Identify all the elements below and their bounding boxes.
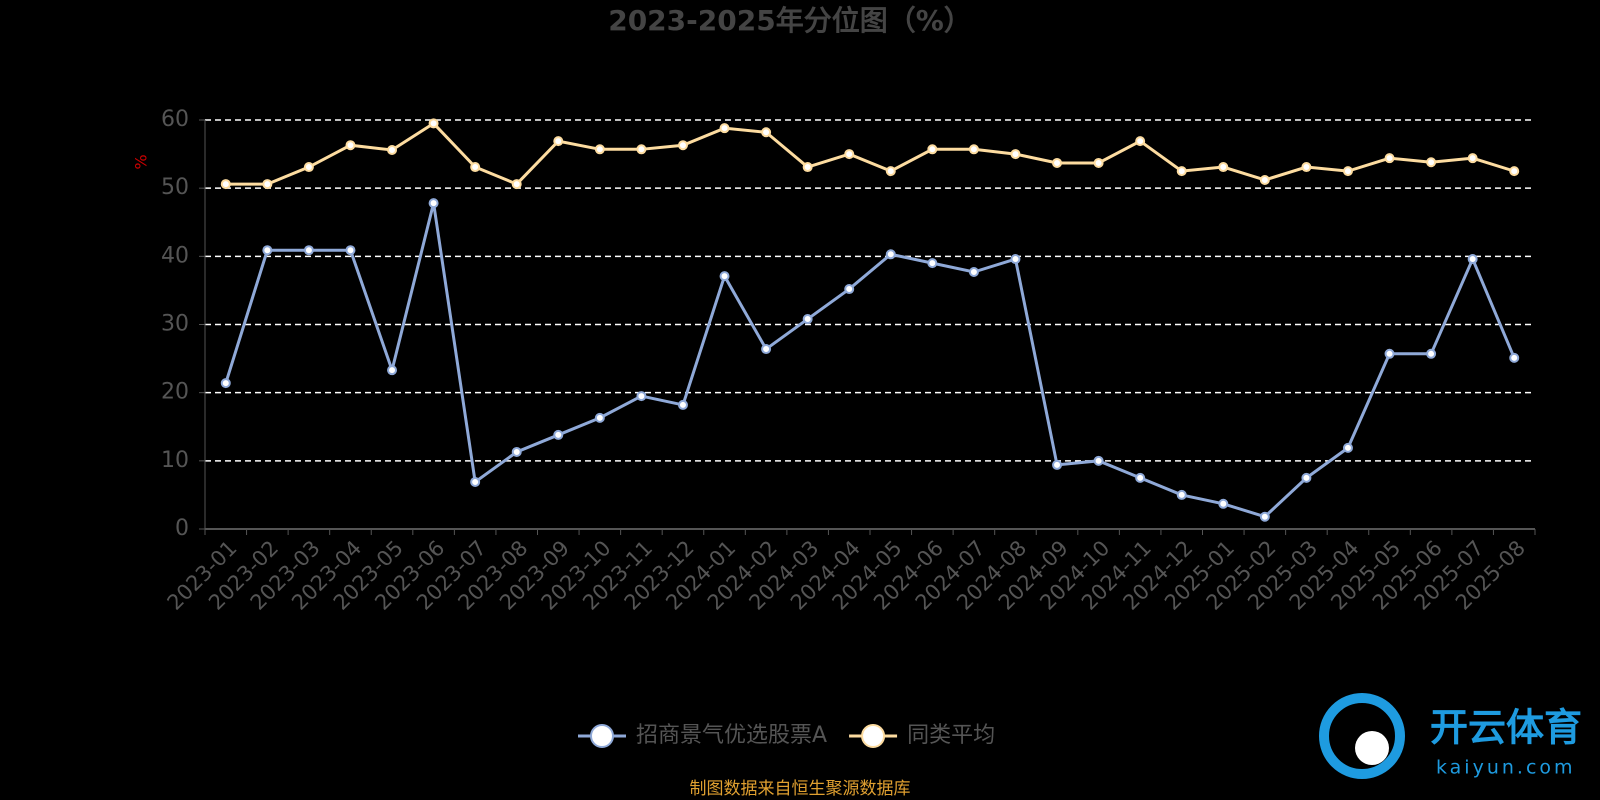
series-line: [225, 121, 1515, 186]
point: [1135, 472, 1146, 483]
point: [1426, 157, 1437, 168]
point: [1052, 459, 1063, 470]
point: [636, 391, 647, 402]
point: [345, 245, 356, 256]
legend-marker: [590, 724, 614, 748]
point: [1010, 149, 1021, 160]
legend-label: 招商景气优选股票A: [636, 723, 827, 748]
point: [761, 344, 772, 355]
point: [220, 378, 231, 389]
point: [719, 271, 730, 282]
point: [1259, 174, 1270, 185]
point: [1052, 157, 1063, 168]
y-tick-label: 60: [161, 107, 189, 132]
point: [968, 144, 979, 155]
point: [387, 144, 398, 155]
point: [220, 179, 231, 190]
point: [511, 179, 522, 190]
point: [345, 140, 356, 151]
point: [1176, 489, 1187, 500]
point: [1342, 166, 1353, 177]
point: [844, 284, 855, 295]
point: [885, 166, 896, 177]
point: [428, 198, 439, 209]
point: [594, 412, 605, 423]
point: [761, 127, 772, 138]
y-tick-label: 0: [175, 516, 189, 541]
point: [1384, 348, 1395, 359]
brand-site: kaiyun.com: [1436, 757, 1576, 779]
point: [594, 144, 605, 155]
point: [303, 245, 314, 256]
y-tick-label: 50: [161, 175, 189, 200]
point: [1467, 153, 1478, 164]
legend-label: 同类平均: [907, 723, 995, 748]
point: [387, 365, 398, 376]
point: [1010, 254, 1021, 265]
point: [844, 149, 855, 160]
point: [262, 245, 273, 256]
point: [1342, 442, 1353, 453]
y-tick-label: 40: [161, 243, 189, 268]
point: [885, 249, 896, 260]
point: [1176, 166, 1187, 177]
point: [802, 162, 813, 173]
logo-ring: [1319, 693, 1405, 779]
point: [553, 136, 564, 147]
point: [1093, 157, 1104, 168]
y-axis-label: %: [132, 154, 151, 169]
point: [677, 399, 688, 410]
point: [1509, 166, 1520, 177]
point: [927, 144, 938, 155]
y-tick-label: 10: [161, 448, 189, 473]
point: [1301, 472, 1312, 483]
point: [1384, 153, 1395, 164]
point: [553, 429, 564, 440]
source-note: 制图数据来自恒生聚源数据库: [690, 779, 911, 799]
point: [927, 258, 938, 269]
point: [262, 179, 273, 190]
point: [1467, 254, 1478, 265]
point: [677, 140, 688, 151]
point: [470, 476, 481, 487]
point: [719, 123, 730, 134]
point: [511, 446, 522, 457]
point: [1301, 162, 1312, 173]
brand-name: 开云体育: [1430, 706, 1582, 750]
point: [1135, 136, 1146, 147]
point: [1093, 455, 1104, 466]
legend-marker: [861, 724, 886, 748]
y-tick-label: 20: [161, 380, 189, 405]
watermark: 开云体育 kaiyun.com: [1319, 693, 1582, 779]
point: [1259, 511, 1270, 522]
y-tick-label: 30: [161, 312, 189, 337]
point: [968, 267, 979, 278]
logo-ball: [1355, 731, 1389, 765]
point: [1218, 498, 1229, 509]
point: [802, 314, 813, 325]
chart-title: 2023-2025年分位图（%）: [608, 4, 972, 37]
point: [428, 118, 439, 129]
point: [1218, 162, 1229, 173]
point: [1509, 352, 1520, 363]
point: [303, 162, 314, 173]
point: [470, 162, 481, 173]
point: [1426, 348, 1437, 359]
series-line: [224, 202, 1516, 519]
point: [636, 144, 647, 155]
